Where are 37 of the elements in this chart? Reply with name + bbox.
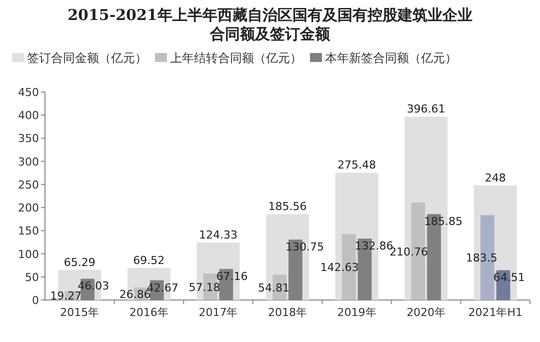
legend-label: 上年结转合同额（亿元）: [170, 51, 302, 65]
data-label: 124.33: [198, 228, 238, 242]
y-tick-label: 450: [18, 86, 39, 99]
data-label: 54.81: [258, 281, 290, 294]
x-tick-label: 2020年: [406, 306, 446, 319]
data-label: 57.18: [188, 280, 220, 294]
data-label: 396.61: [406, 102, 446, 116]
x-tick-label: 2015年: [60, 306, 100, 319]
data-label: 69.52: [133, 254, 165, 267]
y-tick-label: 0: [32, 294, 39, 307]
data-label: 142.63: [320, 261, 359, 274]
data-label: 185.85: [424, 215, 463, 228]
data-label: 65.29: [64, 256, 96, 269]
y-tick-label: 150: [18, 224, 39, 238]
y-tick-label: 200: [18, 202, 39, 215]
y-tick-label: 100: [18, 248, 39, 261]
y-tick-label: 50: [25, 270, 39, 284]
x-tick-label: 2018年: [268, 306, 307, 319]
data-label: 67.16: [216, 270, 248, 283]
legend-label: 本年新签合同额（亿元）: [325, 51, 457, 65]
x-tick-label: 2017年: [198, 306, 238, 319]
data-label: 64.51: [493, 271, 525, 284]
data-label: 185.56: [268, 200, 307, 214]
data-label: 183.5: [466, 252, 498, 265]
x-tick-label: 2019年: [337, 306, 376, 319]
y-tick-label: 300: [18, 155, 39, 168]
data-label: 275.48: [338, 158, 376, 172]
y-tick-label: 400: [18, 109, 39, 122]
data-label: 248: [484, 171, 506, 184]
y-tick-label: 250: [18, 178, 39, 192]
legend-label: 签订合同金额（亿元）: [27, 51, 147, 65]
x-tick-label: 2021年H1: [468, 306, 522, 319]
data-label: 130.75: [286, 240, 324, 254]
data-label: 132.86: [354, 240, 394, 253]
chart-title: 2015-2021年上半年西藏自治区国有及国有控股建筑业企业合同额及签订金额: [68, 6, 472, 43]
y-tick-label: 350: [18, 132, 39, 146]
x-tick-label: 2016年: [129, 306, 168, 319]
